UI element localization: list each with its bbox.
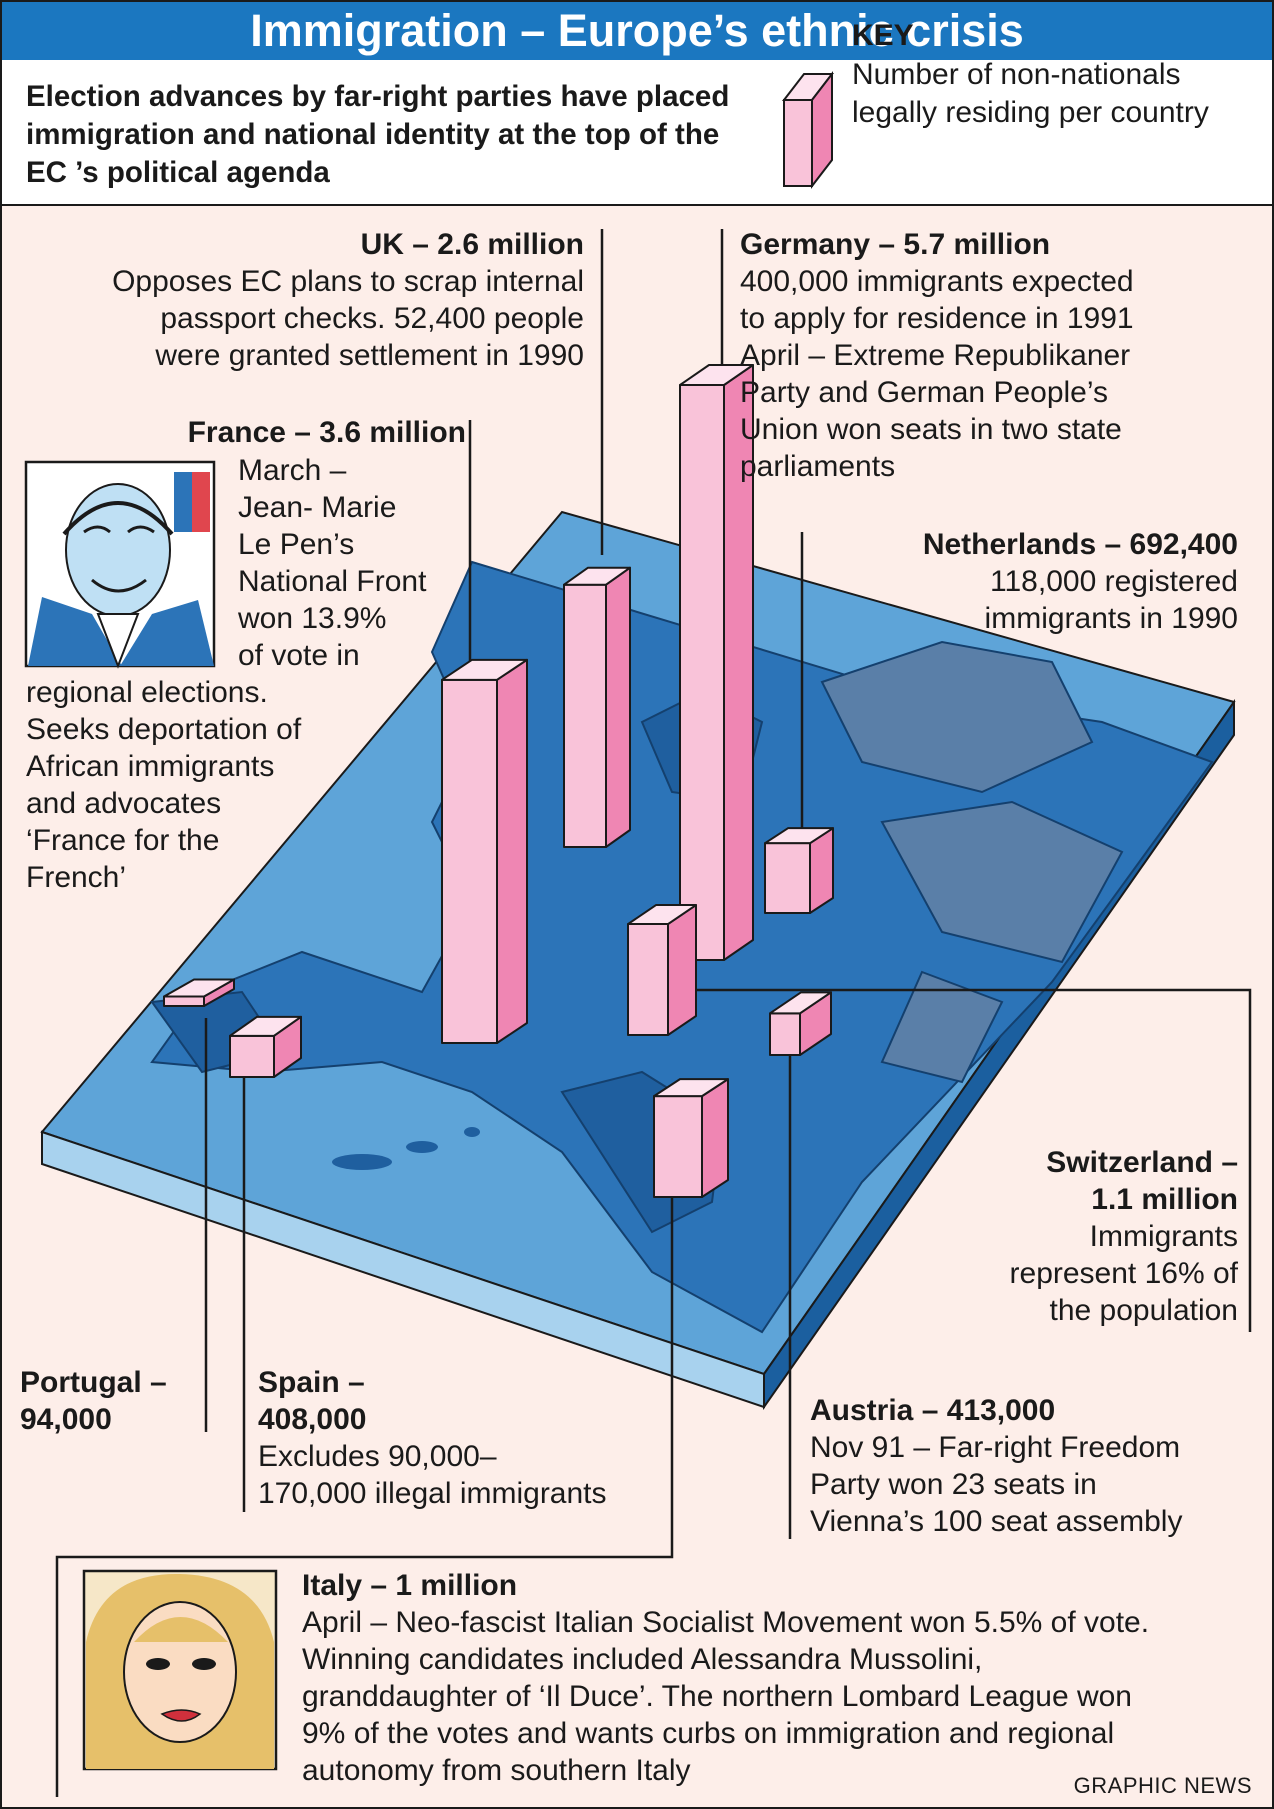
bar-side — [701, 1078, 729, 1198]
page-title: Immigration – Europe’s ethnic crisis — [250, 5, 1024, 56]
annotation-heading: Switzerland – 1.1 million — [1046, 1146, 1238, 1216]
bar-portugal — [163, 978, 235, 1007]
bar-top — [627, 904, 697, 926]
bar-top — [679, 364, 754, 386]
bar-italy — [653, 1078, 729, 1198]
annotation-heading: Portugal – 94,000 — [20, 1366, 167, 1436]
annotation-body: Excludes 90,000– 170,000 illegal immigra… — [258, 1440, 607, 1510]
bar-front — [679, 384, 725, 961]
bar-front — [163, 995, 205, 1007]
annotation-italy: Italy – 1 million April – Neo-fascist It… — [302, 1567, 1262, 1789]
bar-top — [764, 827, 834, 845]
bar-side — [605, 566, 631, 848]
subtitle: Election advances by far-right parties h… — [26, 80, 730, 189]
intro-panel: Election advances by far-right parties h… — [2, 60, 1272, 206]
bars — [163, 364, 834, 1198]
bar-top — [229, 1015, 302, 1037]
bar-front — [229, 1034, 275, 1078]
leader-lines — [55, 229, 1252, 1797]
bar-front — [653, 1095, 703, 1198]
annotation-austria: Austria – 413,000 Nov 91 – Far-right Fre… — [810, 1392, 1250, 1540]
mussolini-portrait — [82, 1569, 278, 1771]
annotation-netherlands: Netherlands – 692,400 118,000 registered… — [923, 526, 1238, 637]
annotation-body: April – Neo-fascist Italian Socialist Mo… — [302, 1606, 1150, 1787]
annotation-uk: UK – 2.6 million Opposes EC plans to scr… — [112, 226, 584, 374]
annotation-heading: Netherlands – 692,400 — [922, 528, 1238, 561]
bar-austria — [769, 991, 832, 1056]
bar-side — [496, 658, 528, 1044]
annotation-spain: Spain – 408,000 Excludes 90,000– 170,000… — [258, 1364, 678, 1512]
annotation-heading: Italy – 1 million — [302, 1569, 518, 1602]
bar-top — [441, 658, 528, 681]
bar-top — [563, 566, 631, 586]
annotation-body: March – Jean- Marie Le Pen’s National Fr… — [238, 454, 427, 672]
bar-front — [764, 842, 811, 914]
le-pen-portrait — [24, 460, 216, 669]
bar-spain — [229, 1015, 302, 1078]
bar-front — [627, 923, 669, 1036]
annotation-heading: Spain – 408,000 — [258, 1366, 367, 1436]
annotation-body: 118,000 registered immigrants in 1990 — [984, 565, 1238, 635]
annotation-heading: Germany – 5.7 million — [740, 228, 1051, 261]
annotation-france-body: March – Jean- Marie Le Pen’s National Fr… — [238, 452, 468, 674]
annotation-body: 400,000 immigrants expected to apply for… — [740, 265, 1134, 483]
annotation-france: France – 3.6 million — [136, 414, 466, 451]
annotation-body: Immigrants represent 16% of the populati… — [1009, 1220, 1238, 1327]
annotation-heading: France – 3.6 million — [187, 416, 466, 449]
bar-top — [653, 1078, 729, 1098]
bar-uk — [563, 566, 631, 848]
bar-france — [441, 658, 528, 1044]
bar-switzerland — [627, 904, 697, 1036]
annotation-body: Opposes EC plans to scrap internal passp… — [112, 265, 584, 372]
bar-front — [563, 583, 607, 848]
key-text: Number of non-nationals legally residing… — [852, 58, 1209, 129]
annotation-portugal: Portugal – 94,000 — [20, 1364, 167, 1438]
bar-germany — [679, 364, 754, 961]
annotation-body: Nov 91 – Far-right Freedom Party won 23 … — [810, 1431, 1183, 1538]
annotation-body: regional elections. Seeks deportation of… — [26, 676, 302, 894]
bar-front — [769, 1012, 801, 1056]
annotation-heading: Austria – 413,000 — [810, 1394, 1056, 1427]
key-bar-icon — [781, 71, 835, 189]
annotation-france-body-2: regional elections. Seeks deportation of… — [26, 674, 466, 896]
key-title: KEY — [852, 19, 914, 52]
annotation-germany: Germany – 5.7 million 400,000 immigrants… — [740, 226, 1260, 485]
bar-top — [163, 978, 235, 998]
credit: GRAPHIC NEWS — [1073, 1773, 1252, 1798]
title-bar: Immigration – Europe’s ethnic crisis — [2, 2, 1272, 60]
annotation-switzerland: Switzerland – 1.1 million Immigrants rep… — [1010, 1144, 1238, 1329]
bar-side — [667, 904, 697, 1036]
annotation-heading: UK – 2.6 million — [360, 228, 584, 261]
bar-netherlands — [764, 827, 834, 914]
bar-top — [769, 991, 832, 1015]
